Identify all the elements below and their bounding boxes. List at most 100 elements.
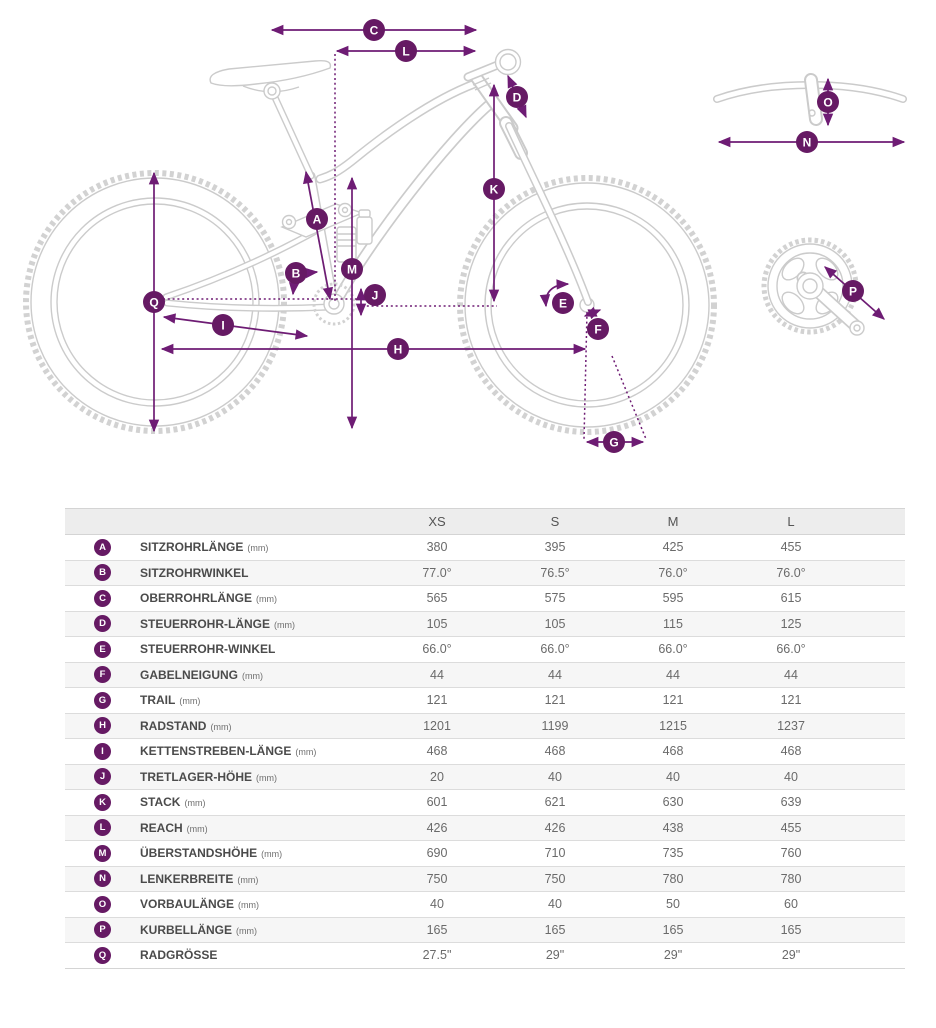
spec-value-xs: 690 (426, 846, 448, 861)
spec-value-s: 395 (544, 540, 566, 555)
table-row: P KURBELLÄNGE (mm) 165 165 165 165 (65, 916, 905, 942)
table-row: M ÜBERSTANDSHÖHE (mm) 690 710 735 760 (65, 840, 905, 866)
callout-badge-a: A (306, 208, 328, 230)
spec-value-l: 76.0° (776, 565, 806, 580)
spec-value-m: 40 (666, 769, 680, 784)
row-unit: (mm) (236, 925, 257, 936)
row-label-cell: STEUERROHR-LÄNGE (mm) (140, 617, 378, 631)
spec-value-s: 165 (544, 922, 566, 937)
spec-value-xs: 426 (426, 820, 448, 835)
callout-badge-d: D (506, 86, 528, 108)
table-row: D STEUERROHR-LÄNGE (mm) 105 105 115 125 (65, 610, 905, 636)
row-label-cell: STACK (mm) (140, 795, 378, 809)
frame (162, 48, 592, 312)
row-key-badge: H (94, 717, 111, 735)
svg-text:L: L (402, 44, 409, 58)
row-key-cell: M (65, 844, 140, 862)
svg-text:K: K (490, 182, 499, 196)
row-label-cell: TRAIL (mm) (140, 693, 378, 707)
row-unit: (mm) (274, 619, 296, 630)
spec-value-s: 750 (544, 871, 566, 886)
row-label: KURBELLÄNGE (140, 922, 232, 937)
row-unit: (mm) (184, 798, 206, 809)
table-row: Q RADGRÖSSE 27.5" 29" 29" 29" (65, 942, 905, 968)
table-row: K STACK (mm) 601 621 630 639 (65, 789, 905, 815)
spec-value-m: 425 (662, 540, 684, 555)
spec-value-m: 115 (663, 616, 683, 631)
row-key-cell: B (65, 564, 140, 582)
row-label: RADSTAND (140, 718, 207, 733)
callout-badge-p: P (842, 280, 864, 302)
row-unit: (mm) (237, 874, 259, 885)
callout-badge-j: J (364, 284, 386, 306)
svg-text:O: O (823, 95, 832, 109)
spec-value-xs: 121 (426, 693, 448, 708)
spec-value-l: 44 (784, 667, 798, 682)
spec-value-l: 455 (780, 820, 802, 835)
spec-value-s: 121 (544, 693, 566, 708)
row-key-cell: D (65, 615, 140, 633)
dim-I (162, 313, 309, 340)
row-key-badge: P (94, 921, 111, 939)
spec-value-xs: 66.0° (422, 642, 452, 657)
callout-badge-k: K (483, 178, 505, 200)
row-label: KETTENSTREBEN-LÄNGE (140, 744, 292, 759)
row-key-badge: L (94, 819, 111, 837)
row-label-cell: RADSTAND (mm) (140, 719, 378, 733)
spec-value-l: 121 (780, 693, 802, 708)
table-row: L REACH (mm) 426 426 438 455 (65, 814, 905, 840)
row-label: TRETLAGER-HÖHE (140, 769, 252, 784)
spec-value-xs: 165 (426, 922, 448, 937)
svg-text:C: C (370, 23, 379, 37)
row-label: STACK (140, 795, 181, 810)
spec-value-xs: 565 (426, 591, 448, 606)
spec-value-s: 710 (544, 846, 566, 861)
spec-value-m: 468 (662, 744, 684, 759)
spec-value-m: 76.0° (658, 565, 688, 580)
table-header-row: XS S M L (65, 509, 905, 535)
svg-text:J: J (372, 288, 379, 302)
spec-value-l: 125 (780, 616, 802, 631)
size-header-s: S (550, 514, 560, 529)
spec-value-l: 66.0° (776, 642, 806, 657)
row-key-cell: E (65, 640, 140, 658)
spec-rows: A SITZROHRLÄNGE (mm) 380 395 425 455 B S… (65, 535, 905, 968)
row-label: TRAIL (140, 693, 176, 708)
spec-value-s: 40 (548, 769, 562, 784)
geometry-spec-table: XS S M L A SITZROHRLÄNGE (mm) 380 395 42… (65, 508, 905, 969)
spec-value-m: 1215 (659, 718, 687, 733)
svg-text:A: A (313, 212, 322, 226)
spec-value-l: 639 (780, 795, 802, 810)
spec-value-xs: 27.5" (422, 948, 452, 963)
spec-value-m: 50 (666, 897, 680, 912)
row-key-cell: L (65, 819, 140, 837)
table-row: B SITZROHRWINKEL 77.0° 76.5° 76.0° 76.0° (65, 559, 905, 585)
callout-badge-m: M (341, 258, 363, 280)
row-key-cell: P (65, 921, 140, 939)
spec-value-s: 29" (545, 948, 565, 963)
spec-value-l: 29" (781, 948, 801, 963)
row-key-badge: E (94, 640, 111, 658)
row-label-cell: KURBELLÄNGE (mm) (140, 923, 378, 937)
spec-value-l: 60 (784, 897, 798, 912)
handlebar-top-view (713, 73, 907, 126)
spec-value-l: 1237 (777, 718, 805, 733)
row-unit: (mm) (179, 696, 201, 707)
row-label-cell: KETTENSTREBEN-LÄNGE (mm) (140, 744, 378, 758)
dim-E (539, 279, 570, 308)
row-unit: (mm) (261, 849, 283, 860)
spec-value-l: 615 (780, 591, 802, 606)
spec-value-s: 44 (548, 667, 562, 682)
row-key-cell: I (65, 742, 140, 760)
row-label-cell: GABELNEIGUNG (mm) (140, 668, 378, 682)
svg-text:I: I (221, 318, 224, 332)
callout-badge-n: N (796, 131, 818, 153)
row-key-badge: C (94, 589, 111, 607)
spec-value-s: 40 (548, 897, 562, 912)
row-unit: (mm) (247, 543, 269, 554)
row-key-badge: M (94, 844, 111, 862)
row-label: LENKERBREITE (140, 871, 234, 886)
callout-badge-o: O (817, 91, 839, 113)
table-row: A SITZROHRLÄNGE (mm) 380 395 425 455 (65, 535, 905, 560)
svg-text:N: N (803, 135, 812, 149)
